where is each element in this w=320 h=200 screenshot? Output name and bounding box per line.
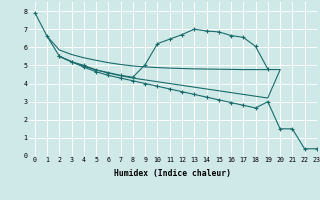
X-axis label: Humidex (Indice chaleur): Humidex (Indice chaleur) bbox=[114, 169, 231, 178]
